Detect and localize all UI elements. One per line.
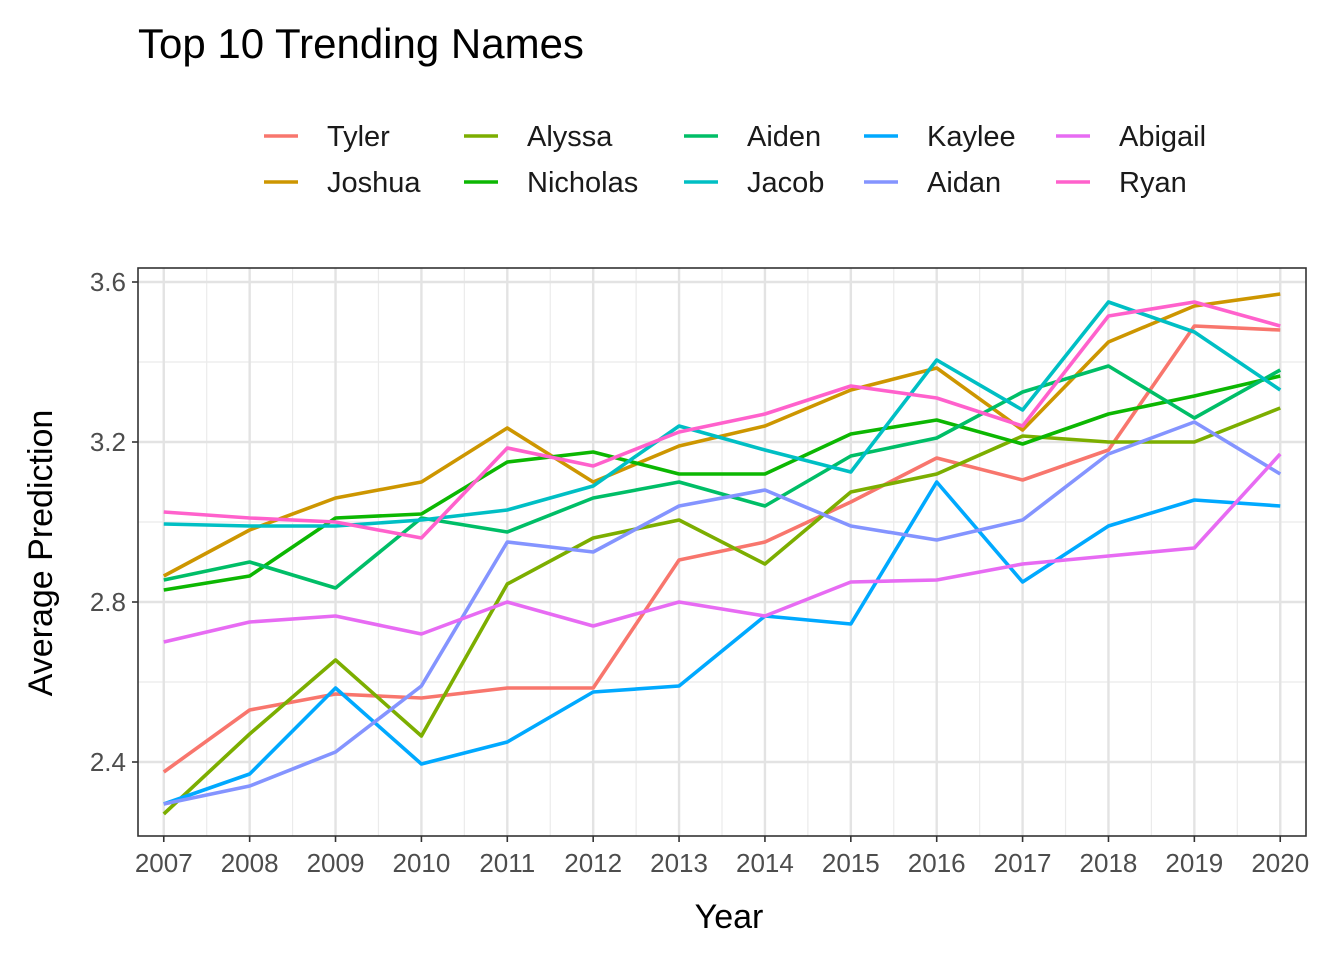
x-tick-label: 2019 [1165, 848, 1223, 878]
series-line-tyler [162, 324, 1281, 774]
legend-label: Kaylee [927, 121, 1016, 153]
x-tick-label: 2008 [221, 848, 279, 878]
series-line-abigail [163, 452, 1282, 644]
y-tick-label: 3.2 [90, 427, 126, 457]
series-line-kaylee [163, 480, 1281, 806]
legend-item-aiden: Aiden [684, 121, 821, 153]
series-line-ryan [163, 300, 1281, 540]
legend-item-abigail: Abigail [1056, 121, 1206, 153]
series-line-aidan [163, 420, 1282, 806]
legend-item-joshua: Joshua [264, 167, 421, 199]
y-axis-title: Average Prediction [22, 410, 60, 697]
plot-border [137, 267, 1307, 837]
legend: Tyler Joshua Alyssa Nicholas Aiden Jacob Kayle… [264, 121, 1206, 199]
y-tick-label: 2.8 [90, 587, 126, 617]
x-tick-label: 2007 [135, 848, 193, 878]
x-tick-label: 2016 [908, 848, 966, 878]
legend-label: Aidan [927, 167, 1001, 199]
legend-label: Alyssa [527, 121, 613, 153]
x-tick-label: 2020 [1251, 848, 1309, 878]
plot-area [137, 267, 1307, 837]
x-tick-label: 2014 [736, 848, 794, 878]
x-tick-label: 2011 [479, 848, 535, 878]
y-tick-label: 3.6 [90, 267, 126, 297]
legend-item-aidan: Aidan [864, 167, 1001, 199]
legend-item-jacob: Jacob [684, 167, 824, 199]
series-lines [162, 292, 1282, 816]
series-line-joshua [162, 292, 1281, 578]
x-axis: 2007 2008 2009 2010 2011 2012 2013 2014 2015 2016… [135, 836, 1309, 878]
x-tick-label: 2017 [994, 848, 1052, 878]
legend-label: Joshua [327, 167, 421, 199]
series-line-alyssa [162, 406, 1281, 816]
legend-item-kaylee: Kaylee [864, 121, 1016, 153]
legend-label: Abigail [1119, 121, 1206, 153]
legend-label: Tyler [327, 121, 390, 153]
major-gridlines [138, 268, 1306, 836]
legend-item-tyler: Tyler [264, 121, 390, 153]
x-tick-label: 2009 [307, 848, 365, 878]
y-tick-label: 2.4 [90, 747, 126, 777]
y-axis: 2.4 2.8 3.2 3.6 [90, 267, 138, 777]
legend-item-nicholas: Nicholas [464, 167, 638, 199]
x-tick-label: 2010 [392, 848, 450, 878]
legend-item-ryan: Ryan [1056, 167, 1187, 199]
x-tick-label: 2013 [650, 848, 708, 878]
x-axis-title: Year [695, 898, 764, 936]
x-tick-label: 2018 [1080, 848, 1138, 878]
legend-label: Jacob [747, 167, 824, 199]
x-tick-label: 2012 [564, 848, 622, 878]
series-line-aiden [163, 364, 1282, 590]
x-tick-label: 2015 [822, 848, 880, 878]
legend-item-alyssa: Alyssa [464, 121, 613, 153]
legend-label: Ryan [1119, 167, 1187, 199]
series-line-nicholas [163, 374, 1281, 592]
legend-label: Aiden [747, 121, 821, 153]
chart-title: Top 10 Trending Names [138, 20, 584, 67]
legend-label: Nicholas [527, 167, 638, 199]
